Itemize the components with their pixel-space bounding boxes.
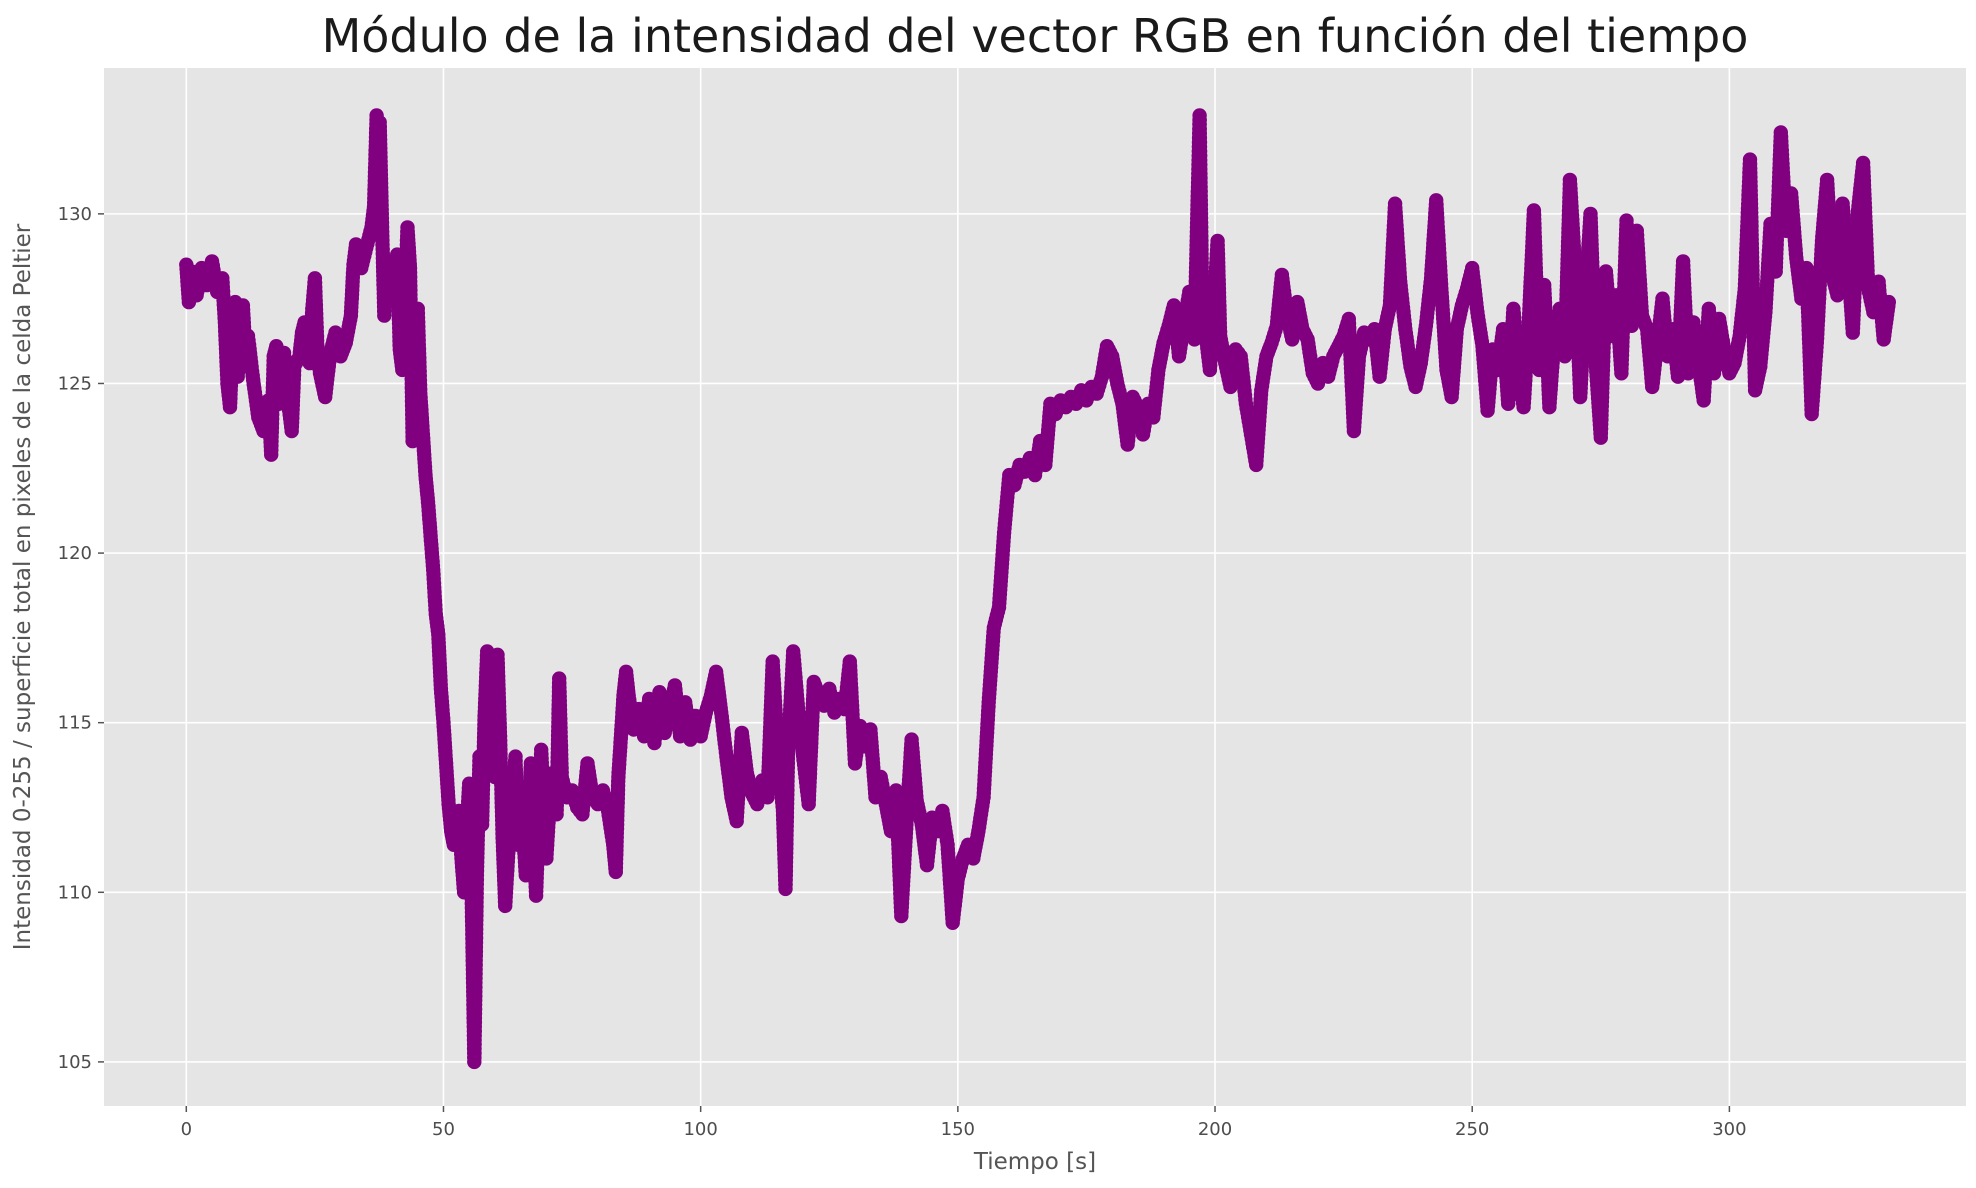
- axis-ticks: 0 50 100 150 200 250 300 105 110 115 120 125 130: [58, 204, 1747, 1140]
- chart-title: Módulo de la intensidad del vector RGB e…: [322, 9, 1749, 63]
- y-tick-label: 125: [58, 373, 92, 394]
- x-tick-label: 0: [181, 1119, 192, 1140]
- data-marker: [1881, 299, 1896, 314]
- x-axis-label: Tiempo [s]: [973, 1149, 1096, 1175]
- x-tick-label: 100: [683, 1119, 717, 1140]
- x-tick-label: 250: [1455, 1119, 1489, 1140]
- y-tick-label: 130: [58, 204, 92, 225]
- x-tick-label: 300: [1712, 1119, 1746, 1140]
- x-tick-label: 200: [1198, 1119, 1232, 1140]
- y-tick-label: 115: [58, 713, 92, 734]
- y-tick-label: 105: [58, 1052, 92, 1073]
- y-tick-label: 120: [58, 543, 92, 564]
- y-tick-label: 110: [58, 882, 92, 903]
- data-series: [179, 108, 1897, 1070]
- y-axis-label: Intensidad 0-255 / superficie total en p…: [10, 223, 36, 950]
- x-tick-label: 50: [432, 1119, 455, 1140]
- x-tick-label: 150: [941, 1119, 975, 1140]
